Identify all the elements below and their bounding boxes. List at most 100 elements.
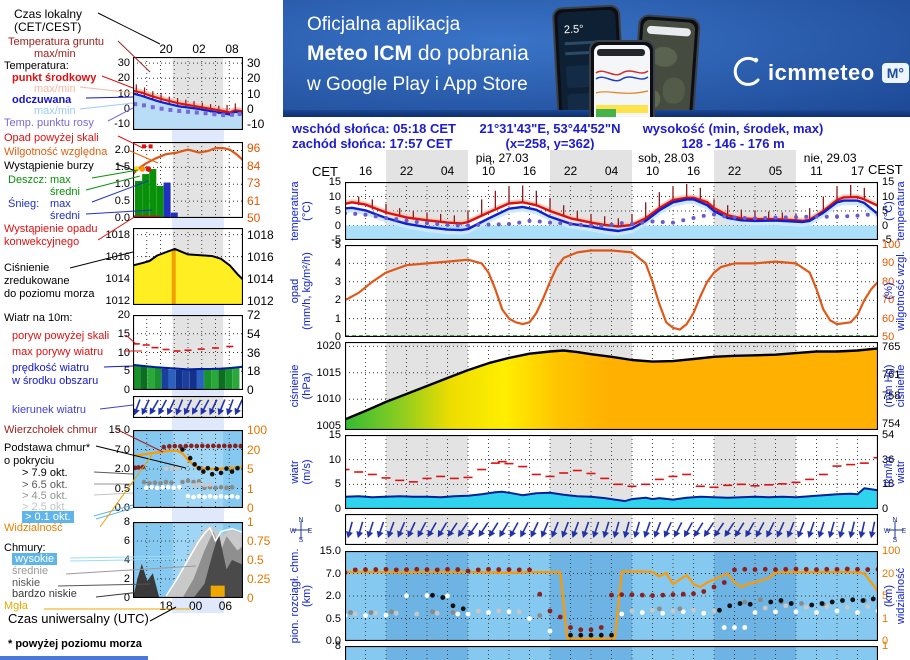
wind-direction-arrow (386, 521, 395, 538)
mini-tick-right: 1018 (247, 227, 274, 242)
axis-tick-left: 1015 (316, 366, 341, 379)
axis-tick-right: 761 (882, 368, 901, 381)
axis-tick-left: 10 (328, 453, 341, 466)
icmmeteo-logo: icmmeteo M° (731, 56, 909, 90)
mini-tick-left: 0.0 (114, 502, 130, 514)
cut-off-element (0, 656, 148, 660)
legend-label: max (50, 174, 71, 186)
utc-hour-label: 18 (159, 599, 173, 613)
wind-direction-arrow (427, 522, 437, 538)
hour-label: 16 (358, 164, 373, 178)
mini-tick-left: 30 (117, 57, 130, 70)
axis-title-temp-left: temperatura (°C) (289, 181, 313, 241)
hour-label: 10 (481, 164, 496, 178)
mini-tick-left: 1014 (105, 272, 130, 285)
sunrise-text: wschód słońca: 05:18 CET (292, 121, 456, 136)
mini-tick-right: 1012 (247, 293, 274, 308)
mini-tick-left: 0 (123, 102, 130, 115)
axis-title-cloud-left: pion. rozciągł. chm. (km) (289, 548, 313, 644)
altitude-label: wysokość (min, środek, max) (642, 121, 824, 136)
axis-tick-right: 54 (882, 429, 895, 441)
mini-tick-left: 10 (117, 346, 130, 359)
wind-direction-arrow (838, 521, 845, 539)
axis-tick-left: 4 (334, 257, 341, 270)
wind-direction-arrow (175, 399, 184, 416)
wind-direction-arrow (397, 521, 406, 538)
mini-tick-left: 0.0 (114, 212, 130, 224)
axis-tick-left: 0 (334, 331, 341, 343)
mini-tick-right: 84 (247, 159, 261, 174)
header-night-band (550, 150, 632, 182)
legend-label: > 2.5 okt. (22, 501, 68, 513)
model-grid-text: (x=258, y=362) (505, 136, 595, 151)
mini-tick-left: 4 (123, 554, 130, 566)
utc-hour-label: 00 (189, 599, 203, 613)
mini-tick-right: 54 (247, 326, 261, 341)
mini-tick-left: 15.0 (108, 424, 130, 436)
svg-text:W: W (290, 528, 297, 535)
hour-label: 22 (727, 164, 742, 178)
mini-tick-left: 5 (123, 365, 130, 378)
hour-label: 16 (686, 164, 701, 178)
panel-temp (345, 182, 878, 240)
wind-direction-arrow (530, 521, 539, 538)
legend-label: Czas lokalny (14, 7, 83, 21)
legend-label: poryw powyżej skali (12, 330, 110, 342)
day-label: nie, 29.03 (803, 151, 857, 165)
mini-tick-left: 1016 (105, 250, 130, 263)
axis-tick-left: 1 (334, 312, 341, 325)
mini-tick-right: 20 (247, 71, 261, 86)
legend-m_wind (133, 315, 243, 390)
wind-direction-arrow (703, 522, 715, 537)
axis-tick-left: -5 (331, 234, 341, 246)
axis-tick-left: 2.0 (325, 590, 341, 602)
mini-tick-left: 20 (117, 309, 130, 321)
hour-label: 04 (440, 164, 455, 178)
axis-tick-left: 8 (334, 640, 341, 652)
axis-tick-right: 15 (882, 176, 895, 188)
wind-direction-arrow (226, 399, 234, 416)
panel-dir (345, 514, 878, 545)
panel-cloud (345, 551, 878, 641)
legend-label: > 7.9 okt. (22, 467, 68, 479)
mini-tick-left: 10 (117, 87, 130, 100)
axis-tick-right: 20 (882, 567, 895, 580)
legend-label: bardzo niskie (12, 588, 77, 600)
svg-text:S: S (299, 537, 304, 543)
legend-label: Mgła (4, 600, 28, 612)
wind-direction-arrow (776, 521, 785, 538)
legend-m_press (133, 228, 243, 305)
axis-tick-right: 758 (882, 390, 901, 403)
axis-tick-left: 10 (328, 190, 341, 203)
hour-label: 11 (810, 164, 823, 178)
axis-title-wind-left: wiatr (m/s) (289, 459, 313, 485)
axis-tick-right: 100 (882, 239, 901, 251)
wind-direction-arrow (447, 522, 458, 538)
hour-label: 22 (399, 164, 414, 178)
legend-label: max/min (34, 105, 76, 117)
legend-label: Temp. punktu rosy (4, 117, 94, 129)
axis-tick-right: 90 (882, 257, 895, 270)
mini-tick-right: 0 (247, 501, 254, 515)
mini-tick-right: 1014 (247, 271, 274, 286)
banner-line3: w Google Play i App Store (307, 74, 528, 95)
legend-label: > 6.5 okt. (22, 479, 68, 491)
legend-label: Podstawa chmur* (4, 442, 91, 454)
mini-tick-right: 50 (247, 211, 261, 225)
wind-direction-arrow (868, 521, 876, 539)
legend-m_sky (133, 522, 243, 598)
phone-mockup-meteogram (589, 40, 655, 117)
axis-tick-right: 0 (882, 503, 889, 515)
wind-direction-arrow (478, 522, 489, 538)
legend-label: (CET/CEST) (14, 20, 82, 34)
wind-direction-arrow (133, 399, 141, 416)
axis-tick-right: 1 (882, 612, 889, 625)
header-night-band (714, 150, 796, 182)
legend-label: max/min (34, 48, 76, 60)
svg-text:N: N (298, 517, 303, 524)
mini-tick-right: 20 (247, 442, 261, 457)
axis-tick-right: 0 (882, 635, 889, 647)
app-banner[interactable]: Oficjalna aplikacja Meteo ICM do pobrani… (283, 0, 910, 117)
wind-direction-arrow (200, 399, 210, 415)
